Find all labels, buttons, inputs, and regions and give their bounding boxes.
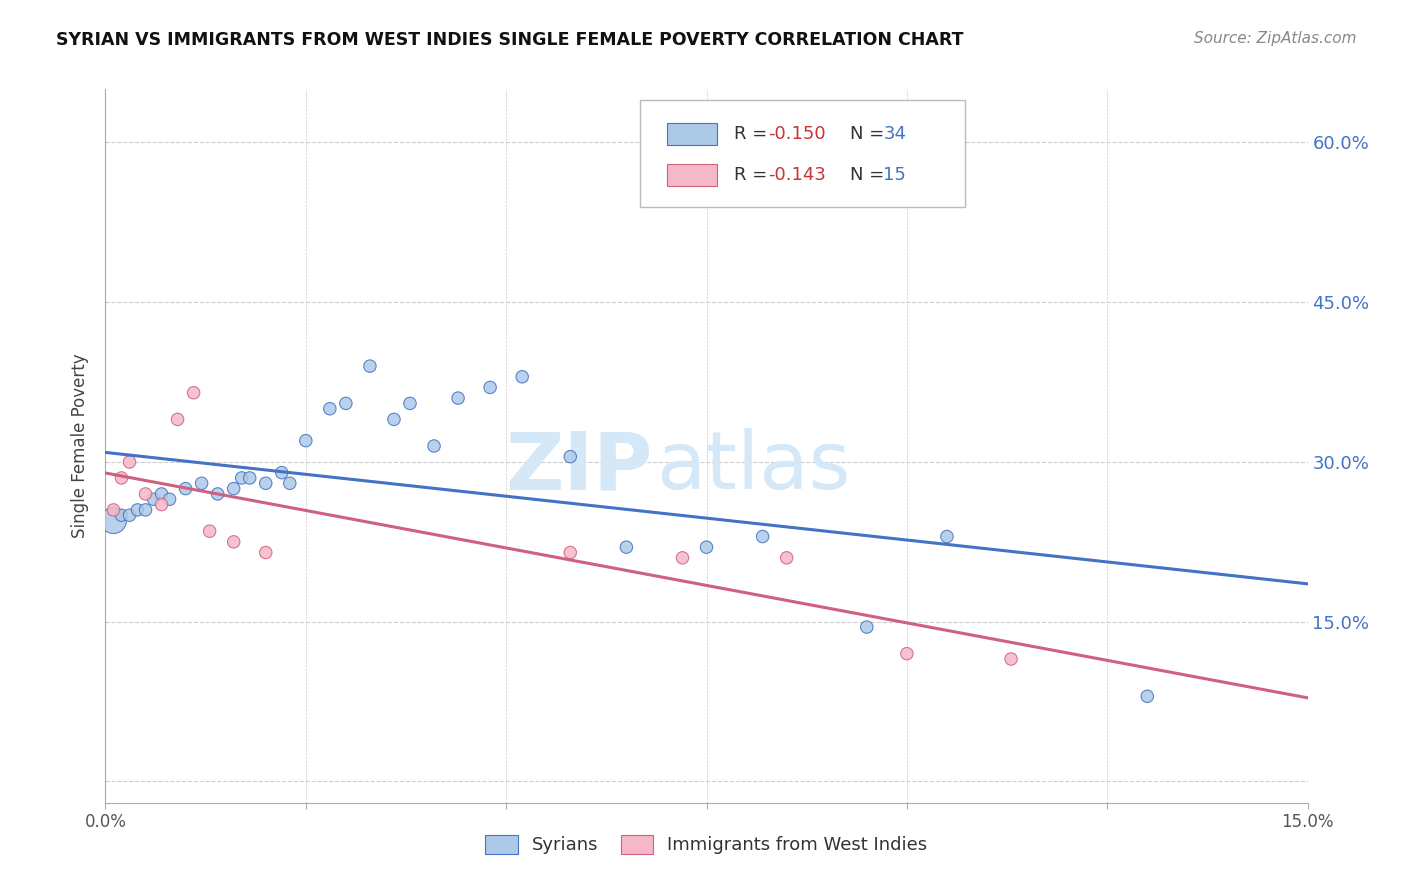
- Point: [118, 455, 141, 469]
- Point: [222, 534, 245, 549]
- Text: N =: N =: [849, 166, 890, 184]
- Point: [207, 487, 229, 501]
- FancyBboxPatch shape: [666, 123, 717, 145]
- Point: [382, 412, 405, 426]
- Point: [142, 492, 165, 507]
- Text: R =: R =: [734, 125, 773, 143]
- Point: [254, 545, 277, 559]
- Point: [190, 476, 212, 491]
- Point: [447, 391, 470, 405]
- Text: 15: 15: [883, 166, 905, 184]
- Point: [150, 487, 173, 501]
- Point: [135, 503, 157, 517]
- Point: [616, 540, 638, 554]
- Point: [110, 471, 132, 485]
- Point: [174, 482, 197, 496]
- Point: [127, 503, 149, 517]
- Point: [671, 550, 693, 565]
- Point: [423, 439, 446, 453]
- Point: [183, 385, 205, 400]
- Point: [198, 524, 221, 539]
- Point: [110, 508, 132, 523]
- FancyBboxPatch shape: [640, 100, 965, 207]
- Point: [1000, 652, 1022, 666]
- Text: R =: R =: [734, 166, 773, 184]
- Point: [751, 529, 773, 543]
- Point: [222, 482, 245, 496]
- Y-axis label: Single Female Poverty: Single Female Poverty: [72, 354, 90, 538]
- Text: Source: ZipAtlas.com: Source: ZipAtlas.com: [1194, 31, 1357, 46]
- Point: [319, 401, 342, 416]
- Point: [335, 396, 357, 410]
- Point: [135, 487, 157, 501]
- Point: [510, 369, 533, 384]
- Point: [896, 647, 918, 661]
- Point: [399, 396, 422, 410]
- Point: [560, 545, 582, 559]
- Point: [776, 550, 799, 565]
- Text: N =: N =: [849, 125, 890, 143]
- Text: -0.143: -0.143: [768, 166, 825, 184]
- Point: [150, 498, 173, 512]
- Point: [278, 476, 301, 491]
- Point: [479, 380, 502, 394]
- Point: [231, 471, 253, 485]
- Point: [359, 359, 381, 373]
- Point: [239, 471, 262, 485]
- Point: [855, 620, 877, 634]
- Text: atlas: atlas: [657, 428, 851, 507]
- Point: [696, 540, 718, 554]
- FancyBboxPatch shape: [666, 164, 717, 186]
- Point: [103, 514, 125, 528]
- Point: [295, 434, 318, 448]
- Point: [560, 450, 582, 464]
- Point: [270, 466, 292, 480]
- Text: 34: 34: [883, 125, 907, 143]
- Legend: Syrians, Immigrants from West Indies: Syrians, Immigrants from West Indies: [478, 828, 935, 862]
- Point: [103, 503, 125, 517]
- Point: [254, 476, 277, 491]
- Text: -0.150: -0.150: [768, 125, 825, 143]
- Point: [1136, 690, 1159, 704]
- Point: [166, 412, 188, 426]
- Point: [118, 508, 141, 523]
- Text: ZIP: ZIP: [505, 428, 652, 507]
- Point: [159, 492, 181, 507]
- Text: SYRIAN VS IMMIGRANTS FROM WEST INDIES SINGLE FEMALE POVERTY CORRELATION CHART: SYRIAN VS IMMIGRANTS FROM WEST INDIES SI…: [56, 31, 963, 49]
- Point: [936, 529, 959, 543]
